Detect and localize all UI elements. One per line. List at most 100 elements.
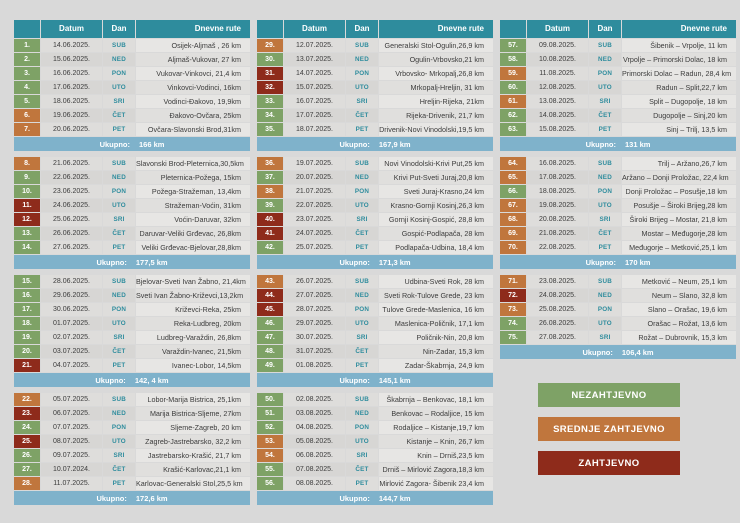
row-date: 17.07.2025. <box>284 109 345 122</box>
row-day: ČET <box>103 227 135 240</box>
table-row: 2. 15.06.2025. NED Aljmaš-Vukovar, 27 km <box>14 53 250 66</box>
table-row: 18. 01.07.2025. UTO Reka-Ludbreg, 20km <box>14 317 250 330</box>
row-date: 24.07.2025. <box>284 227 345 240</box>
row-day: UTO <box>103 435 135 448</box>
row-number: 42. <box>257 241 283 254</box>
row-date: 13.08.2025. <box>527 95 588 108</box>
row-route: Tulove Grede-Maslenica, 16 km <box>379 303 493 316</box>
row-route: Rodaljice – Kistanje,19,7 km <box>379 421 493 434</box>
row-date: 15.08.2025. <box>527 123 588 136</box>
table-row: 15. 28.06.2025. SUB Bjelovar-Sveti Ivan Žab… <box>14 275 250 288</box>
row-day: SUB <box>589 275 621 288</box>
row-day: SUB <box>103 157 135 170</box>
row-route: Generalski Stol-Ogulin,26,9 km <box>379 39 493 52</box>
row-number: 7. <box>14 123 40 136</box>
table-row: 54. 06.08.2025. SRI Knin – Drniš,23,5 km <box>257 449 493 462</box>
table-row: 11. 24.06.2025. UTO Stražeman-Voćin, 31km <box>14 199 250 212</box>
row-number: 25. <box>14 435 40 448</box>
row-number: 61. <box>500 95 526 108</box>
row-date: 30.07.2025. <box>284 331 345 344</box>
legend-item-nezahtjevno: NEZAHTJEVNO <box>538 383 680 407</box>
schedule-column-2: Datum Dan Dnevne rute 29. 12.07.2025. SUB Gene… <box>257 20 493 511</box>
row-route: Veliki Grđevac-Bjelovar,28,8km <box>136 241 250 254</box>
row-day: PON <box>346 303 378 316</box>
row-date: 26.07.2025. <box>284 275 345 288</box>
table-row: 26. 09.07.2025. SRI Jastrebarsko-Krašić, 21… <box>14 449 250 462</box>
table-row: 13. 26.06.2025. ČET Daruvar-Veliki Grđevac,… <box>14 227 250 240</box>
row-route: Mostar – Međugorje,28 km <box>622 227 736 240</box>
group-total: Ukupno: 145,1 km <box>257 373 493 387</box>
table-row: 40. 23.07.2025. SRI Gornji Kosinj-Gospić, 2… <box>257 213 493 226</box>
row-date: 10.08.2025. <box>527 53 588 66</box>
row-day: UTO <box>346 199 378 212</box>
row-day: SUB <box>346 39 378 52</box>
table-header-row: Datum Dan Dnevne rute <box>14 20 250 38</box>
row-number: 37. <box>257 171 283 184</box>
row-day: PON <box>103 303 135 316</box>
row-number: 5. <box>14 95 40 108</box>
row-number: 16. <box>14 289 40 302</box>
group-total: Ukupno: 170 km <box>500 255 736 269</box>
table-row: 23. 06.07.2025. NED Marija Bistrica-Sljeme,… <box>14 407 250 420</box>
row-number: 47. <box>257 331 283 344</box>
row-day: ČET <box>346 109 378 122</box>
group-total-value: 106,4 km <box>621 347 654 357</box>
row-date: 08.08.2025. <box>284 477 345 490</box>
row-route: Novi Vinodolski-Krivi Put,25 km <box>379 157 493 170</box>
row-number: 22. <box>14 393 40 406</box>
row-date: 23.07.2025. <box>284 213 345 226</box>
row-date: 16.06.2025. <box>41 67 102 80</box>
group-total-label: Ukupno: <box>582 347 613 357</box>
table-row: 1. 14.06.2025. SUB Osijek-Aljmaš , 26 km <box>14 39 250 52</box>
row-route: Kistanje – Knin, 26,7 km <box>379 435 493 448</box>
row-number: 45. <box>257 303 283 316</box>
row-day: SRI <box>346 213 378 226</box>
row-date: 22.08.2025. <box>527 241 588 254</box>
row-number: 51. <box>257 407 283 420</box>
route-group: 36. 19.07.2025. SUB Novi Vinodolski-Krivi P… <box>257 157 493 269</box>
row-route: Aljmaš-Vukovar, 27 km <box>136 53 250 66</box>
row-route: Metković – Neum, 25,1 km <box>622 275 736 288</box>
row-day: NED <box>103 289 135 302</box>
row-route: Vinkovci-Vodinci, 16km <box>136 81 250 94</box>
table-row: 65. 17.08.2025. NED Aržano – Donji Proložac… <box>500 171 736 184</box>
row-day: UTO <box>103 199 135 212</box>
group-total-value: 166 km <box>138 139 165 149</box>
table-row: 7. 20.06.2025. PET Ovčara-Slavonski Brod,31… <box>14 123 250 136</box>
row-date: 29.07.2025. <box>284 317 345 330</box>
table-row: 16. 29.06.2025. NED Sveti Ivan Žabno-Križev… <box>14 289 250 302</box>
table-row: 50. 02.08.2025. SUB Škabrnja – Benkovac, 18… <box>257 393 493 406</box>
row-route: Neum – Slano, 32,8 km <box>622 289 736 302</box>
route-group: 71. 23.08.2025. SUB Metković – Neum, 25,1 k… <box>500 275 736 359</box>
row-number: 27. <box>14 463 40 476</box>
header-datum: Datum <box>527 20 588 38</box>
row-day: NED <box>103 171 135 184</box>
row-date: 22.07.2025. <box>284 199 345 212</box>
row-number: 55. <box>257 463 283 476</box>
row-date: 02.07.2025. <box>41 331 102 344</box>
row-number: 26. <box>14 449 40 462</box>
row-day: NED <box>346 289 378 302</box>
row-route: Mrkopalj-Hreljin, 31 km <box>379 81 493 94</box>
row-route: Sveti Ivan Žabno-Križevci,13,2km <box>136 289 250 302</box>
row-date: 18.06.2025. <box>41 95 102 108</box>
route-group: 43. 26.07.2025. SUB Udbina-Sveti Rok, 28 km… <box>257 275 493 387</box>
group-total-value: 172,6 km <box>135 493 168 503</box>
table-row: 21. 04.07.2025. PET Ivanec-Lobor, 14,5km <box>14 359 250 372</box>
route-group: Datum Dan Dnevne rute 57. 09.08.2025. SUB Šibe… <box>500 20 736 151</box>
row-number: 1. <box>14 39 40 52</box>
row-day: SRI <box>346 449 378 462</box>
group-total-value: 177,5 km <box>135 257 168 267</box>
row-number: 32. <box>257 81 283 94</box>
row-date: 03.07.2025. <box>41 345 102 358</box>
row-day: PET <box>346 123 378 136</box>
row-date: 19.08.2025. <box>527 199 588 212</box>
row-number: 11. <box>14 199 40 212</box>
table-header-row: Datum Dan Dnevne rute <box>500 20 736 38</box>
row-date: 27.06.2025. <box>41 241 102 254</box>
table-header-row: Datum Dan Dnevne rute <box>257 20 493 38</box>
header-dan: Dan <box>589 20 621 38</box>
row-date: 07.08.2025. <box>284 463 345 476</box>
row-number: 72. <box>500 289 526 302</box>
row-date: 03.08.2025. <box>284 407 345 420</box>
